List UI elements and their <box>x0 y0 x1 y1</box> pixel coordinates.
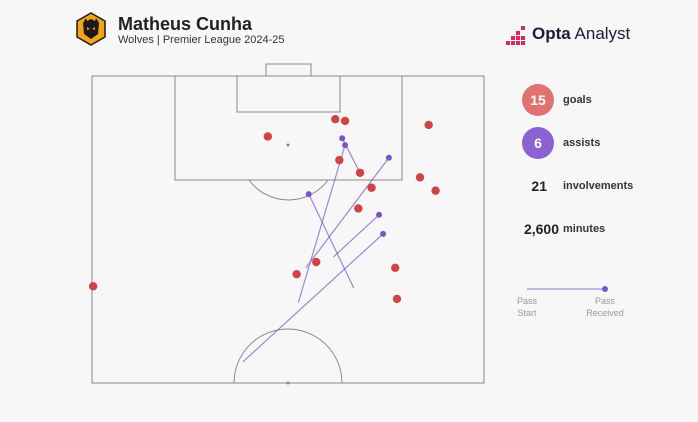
header: Matheus Cunha Wolves | Premier League 20… <box>74 12 694 56</box>
opta-analyst-logo: Opta Analyst <box>506 21 666 51</box>
goal-shot-point <box>415 173 425 182</box>
penalty-arc <box>248 179 329 201</box>
assist-received-point <box>339 135 346 142</box>
goal-layer <box>88 114 440 304</box>
assists-value: 6 <box>534 135 542 151</box>
goal-shot-point <box>391 263 400 273</box>
assist-pass-line <box>242 233 384 363</box>
goal-shot-point <box>88 282 98 291</box>
goal-shot-point <box>354 204 363 213</box>
goal-shot-point <box>367 183 376 192</box>
assist-received-point <box>305 191 312 198</box>
goal-shot-point <box>424 120 433 130</box>
legend-pass-start: Pass Start <box>516 296 537 318</box>
assists-bubble: 6 <box>522 127 554 159</box>
minutes-value: 2,600 <box>523 221 559 237</box>
opta-analyst-wordmark: Opta Analyst <box>532 24 631 43</box>
wolves-crest-icon <box>76 12 106 46</box>
assists-label: assists <box>563 137 601 149</box>
goal-shot-point <box>263 132 273 141</box>
pitch-outline <box>91 75 485 384</box>
goal <box>265 63 312 77</box>
assist-pass-line <box>297 144 346 303</box>
goal-shot-point <box>335 155 344 165</box>
involvements-label: involvements <box>563 180 634 192</box>
legend-line <box>527 286 608 292</box>
goals-bubble: 15 <box>522 84 554 116</box>
assist-pass-line <box>333 214 380 258</box>
goal-shot-point <box>292 269 301 279</box>
player-name: Matheus Cunha <box>118 14 253 34</box>
pitch-markings <box>91 63 485 385</box>
goal-shot-point <box>431 186 440 195</box>
goals-value: 15 <box>530 92 546 108</box>
goal-shot-point <box>340 116 350 126</box>
goals-label: goals <box>563 94 592 106</box>
subtitle: Wolves | Premier League 2024-25 <box>118 34 285 46</box>
assist-received-point <box>385 154 392 161</box>
assist-pass-line <box>308 193 355 289</box>
assist-pass-line <box>341 137 361 174</box>
assist-received-point <box>376 211 383 218</box>
assist-layer <box>242 135 392 363</box>
opta-logo-icon <box>506 26 525 45</box>
legend-pass-received-dot <box>602 286 608 292</box>
goal-shot-point <box>392 294 402 304</box>
goal-shot-point <box>355 168 365 177</box>
goal-shot-point <box>331 114 340 124</box>
center-spot <box>286 381 290 385</box>
legend-pass-received: Pass Received <box>586 296 624 318</box>
minutes-label: minutes <box>563 223 606 235</box>
penalty-spot <box>286 143 290 147</box>
assist-pass-line <box>305 157 390 269</box>
six-yard-box <box>236 75 341 113</box>
center-circle <box>233 328 343 384</box>
goal-shot-point <box>312 257 321 267</box>
penalty-area <box>174 75 403 181</box>
assist-received-point <box>380 230 387 237</box>
involvements-value: 21 <box>531 178 547 194</box>
